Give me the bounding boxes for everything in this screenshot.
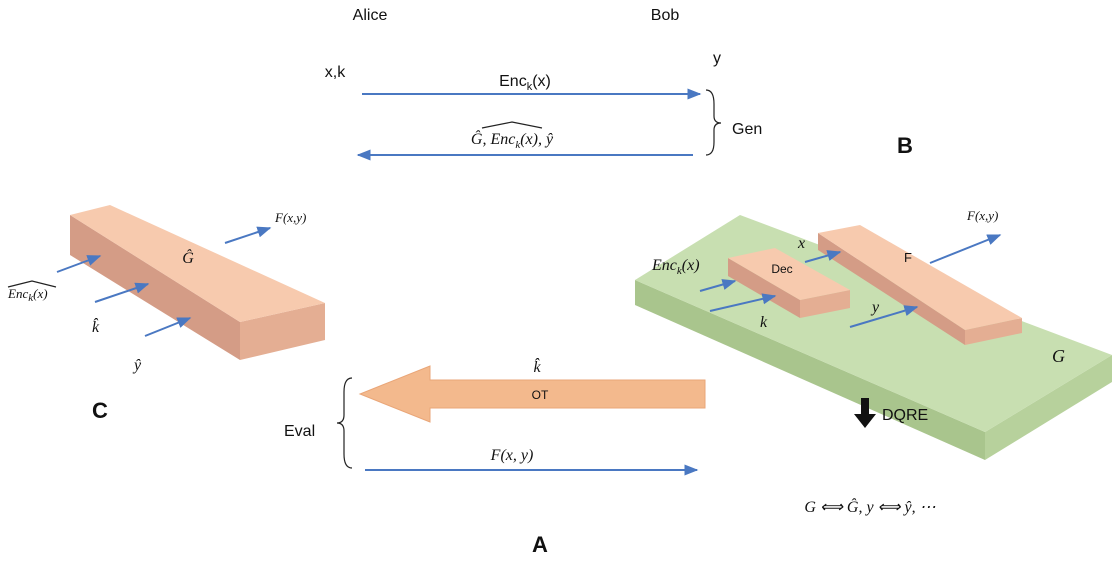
- f-top: [818, 225, 1022, 330]
- input-arrow: [699, 279, 737, 292]
- ot-arrow: [358, 365, 706, 423]
- f-front: [818, 233, 965, 345]
- output-label: F(x, y): [490, 447, 534, 464]
- output-arrow: [929, 234, 1002, 264]
- brace: [705, 89, 722, 156]
- ot-message: k̂: [533, 357, 541, 376]
- box-label: Ĝ: [182, 248, 194, 267]
- key-label: k: [760, 314, 768, 331]
- eval-label: Eval: [284, 423, 315, 440]
- input-arrow: [849, 305, 919, 328]
- output-label: F(x,y): [966, 208, 998, 223]
- dqre-label: DQRE: [882, 407, 928, 424]
- ot-label: OT: [532, 388, 549, 402]
- panel-label: C: [92, 398, 108, 423]
- output-arrow: [224, 226, 272, 244]
- dec-top: [728, 248, 850, 300]
- party-alice: Alice: [353, 7, 388, 24]
- party-bob: Bob: [651, 7, 680, 24]
- hat: [481, 121, 543, 129]
- alice-input: x,k: [325, 64, 346, 81]
- input-arrow: [709, 293, 777, 312]
- board-front: [635, 280, 985, 460]
- x-label: x: [797, 235, 805, 252]
- dec-front: [728, 258, 800, 318]
- message-label: Enck(x): [499, 73, 551, 93]
- bob-input: y: [713, 50, 721, 67]
- box-front: [70, 215, 240, 360]
- panel-label: A: [532, 532, 548, 557]
- input-label: Enck(x): [7, 286, 48, 304]
- board-side: [985, 355, 1112, 460]
- input-arrow: [144, 317, 192, 337]
- y-label: y: [870, 299, 880, 316]
- f-end: [965, 318, 1022, 345]
- gen-label: Gen: [732, 121, 762, 138]
- input-label: ŷ: [132, 357, 142, 374]
- output-label: F(x,y): [274, 210, 306, 225]
- message-label: Ĝ, Enck(x), ŷ: [471, 129, 554, 151]
- dqre-arrow: [854, 398, 876, 428]
- hat: [7, 280, 57, 288]
- dqre-relation: G ⟺ Ĝ, y ⟺ ŷ, ⋯: [804, 497, 935, 516]
- input-label: k̂: [92, 317, 100, 336]
- wire-arrow: [804, 250, 842, 263]
- dec-label: Dec: [771, 262, 792, 276]
- panel-label: B: [897, 133, 913, 158]
- box-top: [70, 205, 325, 322]
- dec-end: [800, 290, 850, 318]
- input-label: Enck(x): [651, 257, 700, 277]
- input-arrow: [94, 282, 150, 303]
- board-label: G: [1052, 346, 1065, 366]
- brace: [336, 377, 353, 469]
- f-label: F: [904, 250, 912, 265]
- input-arrow: [56, 255, 102, 273]
